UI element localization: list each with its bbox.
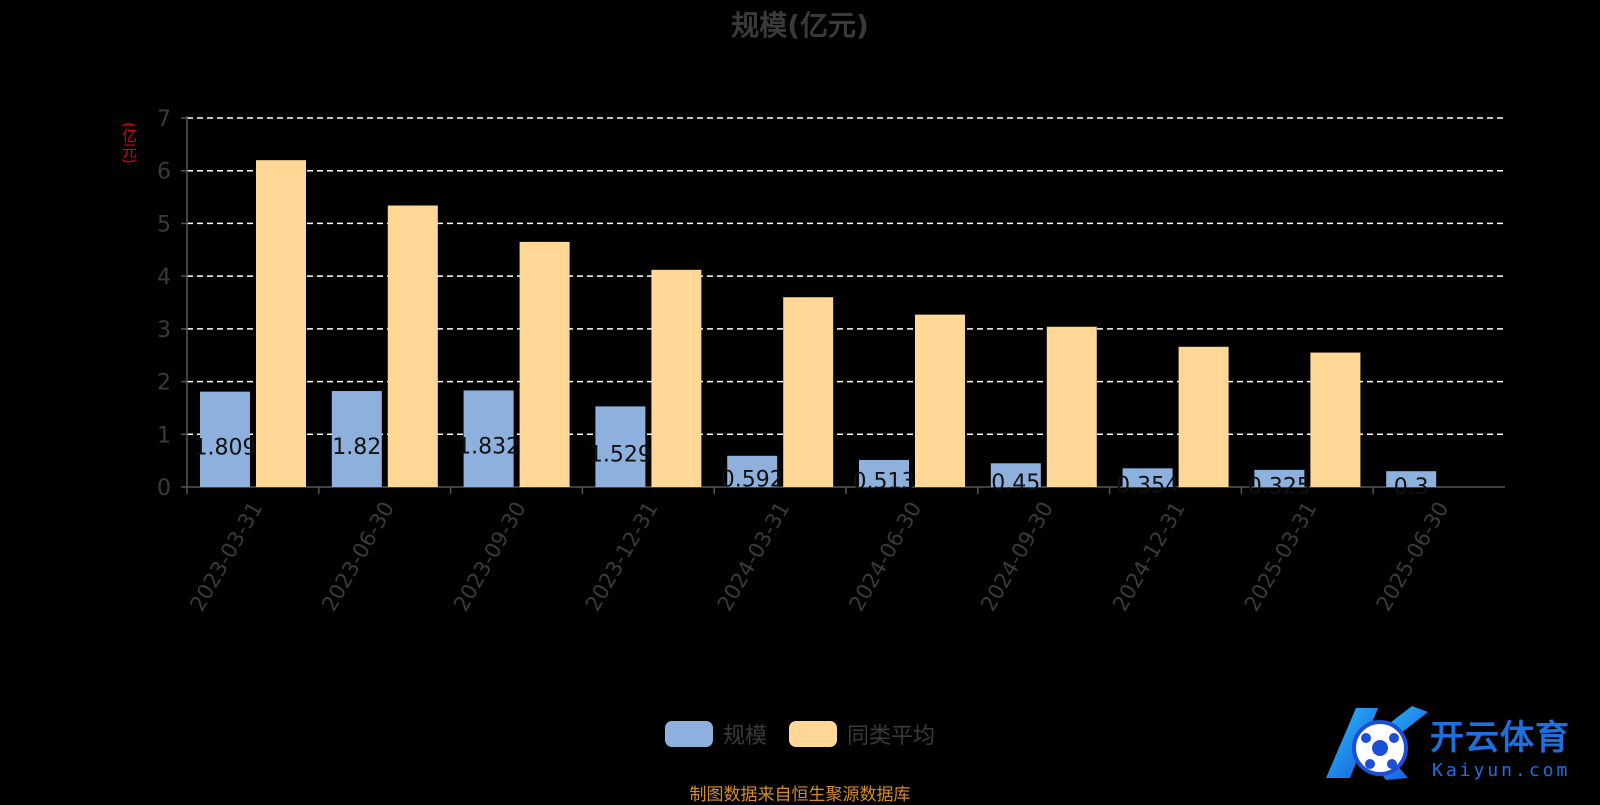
legend-item-series2[interactable]: 同类平均 [789, 718, 935, 750]
data-label-series1: 1.529 [589, 443, 652, 468]
y-tick-label: 5 [157, 212, 171, 237]
data-label-series1: 0.45 [991, 471, 1040, 496]
bar-series2 [387, 205, 438, 487]
legend: 规模 同类平均 [0, 718, 1600, 750]
y-tick-label: 0 [157, 476, 171, 501]
kaiyun-logo [1326, 706, 1428, 780]
chart-title: 规模(亿元) [731, 9, 869, 42]
y-tick-label: 6 [157, 160, 171, 185]
bar-series1 [595, 406, 646, 487]
data-label-series1: 1.809 [194, 435, 257, 460]
bar-series2 [1310, 352, 1361, 487]
data-label-series1: 1.832 [457, 435, 520, 460]
data-label-series1: 1.82 [332, 435, 381, 460]
x-tick-label: 2023-09-30 [449, 498, 531, 616]
legend-swatch-series2 [789, 721, 837, 747]
bar-series2 [651, 269, 702, 487]
data-label-series1: 0.592 [721, 467, 784, 492]
data-label-series1: 0.354 [1116, 474, 1179, 499]
y-tick-label: 7 [157, 107, 171, 132]
bar-series2 [915, 314, 965, 487]
legend-label-series2: 同类平均 [847, 724, 936, 749]
x-tick-label: 2025-06-30 [1372, 498, 1454, 616]
data-label-series1: 0.513 [853, 469, 916, 494]
legend-item-series1[interactable]: 规模 [664, 718, 767, 750]
bar-series2 [783, 297, 834, 487]
watermark-domain: Kaiyun.com [1432, 760, 1571, 781]
bar-series1 [1386, 471, 1437, 487]
bar-series1 [727, 455, 778, 487]
y-tick-label: 3 [157, 318, 171, 343]
data-label-series1: 0.3 [1394, 475, 1429, 500]
y-tick-label: 1 [157, 423, 171, 448]
bar-series2 [1046, 326, 1097, 487]
bar-series2 [1178, 346, 1229, 487]
x-tick-label: 2023-12-31 [581, 498, 663, 616]
x-tick-label: 2024-09-30 [976, 498, 1058, 616]
y-tick-label: 4 [157, 265, 171, 290]
bar-series1 [200, 391, 250, 487]
data-label-series1: 0.325 [1248, 474, 1311, 499]
bar-series1 [990, 463, 1041, 487]
watermark-name: 开云体育 [1430, 718, 1570, 758]
y-axis-unit-label: (亿元) [120, 122, 138, 164]
bar-series2 [256, 160, 306, 487]
x-tick-label: 2023-03-31 [185, 498, 267, 616]
legend-swatch-series1 [664, 721, 713, 747]
legend-label-series1: 规模 [722, 724, 767, 749]
x-tick-label: 2024-03-31 [713, 498, 795, 616]
x-tick-label: 2025-03-31 [1240, 498, 1322, 616]
x-tick-label: 2023-06-30 [317, 498, 399, 616]
x-tick-label: 2024-12-31 [1108, 498, 1190, 616]
bar-series1 [859, 459, 909, 487]
y-tick-label: 2 [157, 371, 171, 396]
x-tick-label: 2024-06-30 [844, 498, 926, 616]
bar-series1 [1254, 469, 1305, 487]
bar-series2 [519, 241, 570, 487]
bar-series1 [463, 390, 514, 487]
bar-series1 [331, 391, 382, 487]
bar-series1 [1122, 468, 1173, 487]
